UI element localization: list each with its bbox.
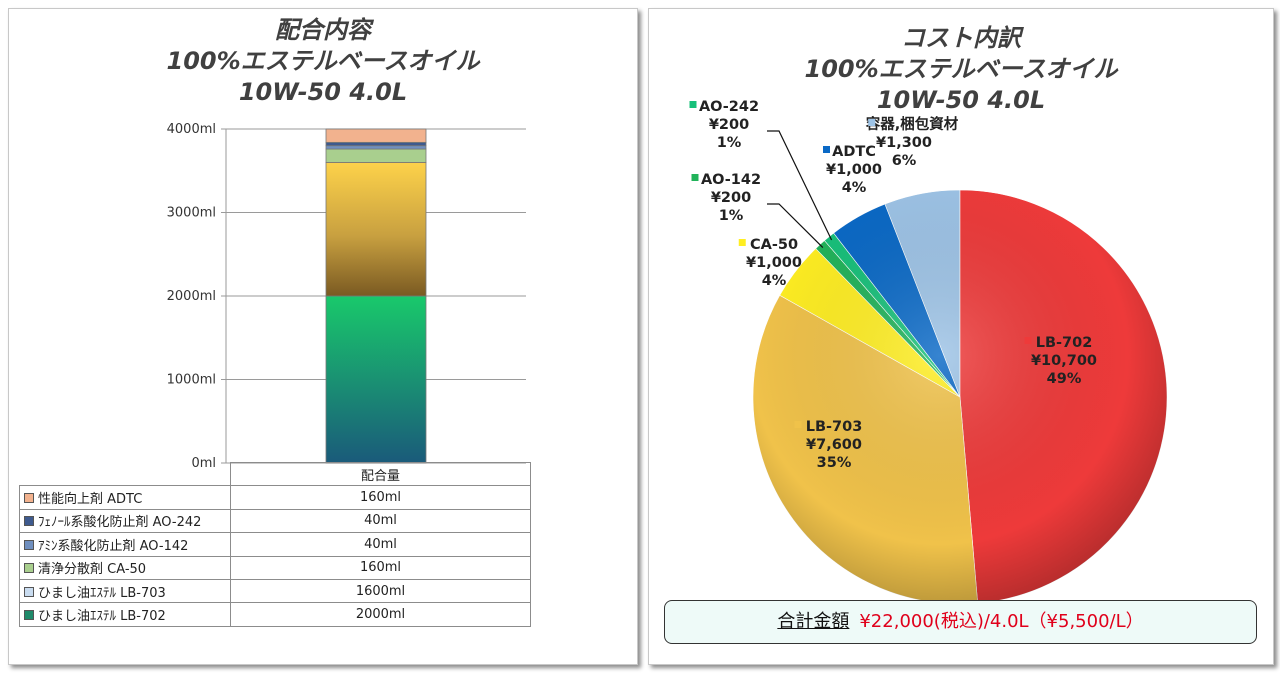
table-row: 清浄分散剤 CA-50 160ml: [19, 555, 531, 580]
legend-swatch: [24, 539, 34, 550]
cost-chart-title: コスト内訳 100%エステルベースオイル 10W-50 4.0L: [649, 23, 1273, 116]
blend-data-table: 配合量 性能向上剤 ADTC 160ml ﾌｪﾉｰﾙ系酸化防止剤 AO-242 …: [19, 461, 531, 627]
slice-label-value: ¥10,700: [1031, 353, 1097, 369]
table-header-row: 配合量: [19, 461, 531, 487]
legend-key: [1024, 337, 1032, 344]
slice-label-value: ¥7,600: [806, 437, 862, 453]
leader-line: [767, 203, 824, 248]
bar-segment: [325, 148, 427, 163]
title-line-1: コスト内訳: [901, 24, 1021, 52]
legend-label: ひまし油ｴｽﾃﾙ LB-703: [38, 585, 166, 601]
table-row: ひまし油ｴｽﾃﾙ LB-702 2000ml: [19, 602, 531, 627]
total-cost-box: 合計金額 ¥22,000(税込)/4.0L（¥5,500/L）: [664, 600, 1257, 644]
table-row: 性能向上剤 ADTC 160ml: [19, 485, 531, 510]
legend-label: ｱﾐﾝ系酸化防止剤 AO-142: [38, 538, 189, 554]
legend-label: ひまし油ｴｽﾃﾙ LB-702: [38, 609, 166, 625]
slice-label-name: AO-242: [699, 99, 759, 115]
title-line-3: 10W-50 4.0L: [876, 86, 1046, 114]
y-tick-label: 4000ml: [167, 122, 216, 137]
y-tick-label: 1000ml: [167, 373, 216, 388]
legend-swatch: [24, 563, 34, 574]
slice-label-value: ¥200: [711, 190, 751, 206]
slice-label-name: CA-50: [750, 237, 798, 253]
bar-segment: [325, 141, 427, 147]
bar-segment: [325, 295, 427, 464]
slice-label-value: ¥1,000: [746, 255, 802, 271]
title-line-1: 配合内容: [275, 16, 371, 44]
y-tick-label: 3000ml: [167, 206, 216, 221]
legend-key: [738, 239, 746, 246]
legend-label: ﾌｪﾉｰﾙ系酸化防止剤 AO-242: [38, 515, 202, 531]
total-cost-label: 合計金額: [777, 611, 850, 632]
table-cell: 160ml: [230, 555, 531, 580]
legend-swatch: [24, 586, 34, 597]
table-cell: 2000ml: [230, 602, 531, 627]
legend-key: [689, 101, 697, 108]
slice-label-value: ¥1,300: [876, 135, 932, 151]
title-line-2: 100%エステルベースオイル: [804, 55, 1118, 83]
cost-chart-panel: コスト内訳 100%エステルベースオイル 10W-50 4.0L 容器,梱包資材…: [648, 8, 1274, 665]
slice-label-name: ADTC: [832, 144, 876, 160]
table-row: ｱﾐﾝ系酸化防止剤 AO-142 40ml: [19, 532, 531, 557]
y-tick-label: 2000ml: [167, 289, 216, 304]
cost-pie-chart: 容器,梱包資材 ¥1,300 6% LB-702 ¥10,700 49% LB-703 ¥7,…: [689, 99, 1168, 605]
slice-label-percent: 1%: [719, 208, 744, 224]
total-cost-value: ¥22,000(税込)/4.0L（¥5,500/L）: [859, 611, 1144, 632]
legend-label: 清浄分散剤 CA-50: [38, 562, 147, 578]
legend-key: [868, 119, 876, 126]
slice-label-value: ¥200: [709, 117, 749, 133]
slice-label-value: ¥1,000: [826, 162, 882, 178]
slice-label-percent: 4%: [762, 273, 787, 289]
leader-line: [767, 130, 833, 241]
legend-swatch: [24, 610, 34, 621]
legend-key: [823, 146, 830, 153]
slice-label-name: LB-703: [806, 419, 863, 435]
legend-swatch: [24, 493, 34, 504]
table-cell: 160ml: [230, 485, 531, 510]
pie-slice: [959, 189, 1168, 604]
slice-label-percent: 4%: [842, 180, 867, 196]
title-line-3: 10W-50 4.0L: [238, 78, 408, 106]
legend-key: [794, 421, 802, 428]
slice-label-name: 容器,梱包資材: [865, 115, 959, 133]
table-cell: 40ml: [230, 508, 531, 534]
column-header: 配合量: [230, 461, 531, 487]
blend-chart-title: 配合内容 100%エステルベースオイル 10W-50 4.0L: [9, 15, 637, 108]
slice-label-percent: 6%: [892, 153, 917, 169]
slice-label-percent: 49%: [1047, 371, 1082, 387]
legend-label: 性能向上剤 ADTC: [38, 492, 143, 508]
slice-label-name: AO-142: [701, 172, 761, 188]
slice-label-name: LB-702: [1036, 335, 1093, 351]
title-line-2: 100%エステルベースオイル: [166, 47, 480, 75]
table-cell: 40ml: [230, 532, 531, 557]
table-row: ひまし油ｴｽﾃﾙ LB-703 1600ml: [19, 578, 531, 604]
table-cell: 1600ml: [230, 578, 531, 604]
bar-segment: [325, 128, 427, 143]
slice-label-percent: 35%: [817, 455, 852, 471]
blend-chart-panel: 配合内容 100%エステルベースオイル 10W-50 4.0L 0ml 1000m…: [8, 8, 638, 665]
bar-segment: [325, 145, 427, 150]
bar-segment: [325, 161, 427, 297]
slice-label-percent: 1%: [717, 135, 742, 151]
table-row: ﾌｪﾉｰﾙ系酸化防止剤 AO-242 40ml: [19, 508, 531, 534]
legend-key: [691, 174, 699, 181]
legend-swatch: [24, 516, 34, 527]
